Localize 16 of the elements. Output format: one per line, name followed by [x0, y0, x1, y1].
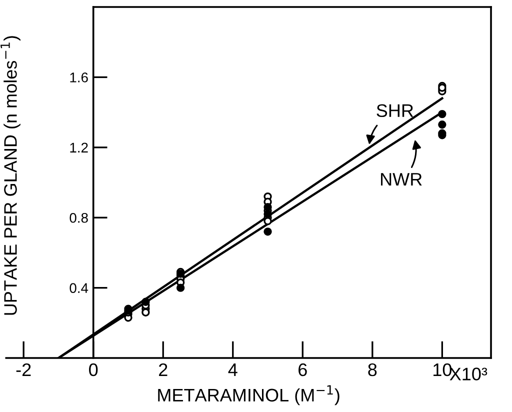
x-tick-label: 2 — [159, 363, 168, 376]
y-tick-label: 0.8 — [70, 212, 88, 223]
text: X10³ — [450, 368, 488, 380]
x-tick-label: 6 — [298, 363, 307, 376]
x-tick-label: 4 — [228, 364, 238, 376]
y-axis-title: UPTAKE PER GLAND (n moles$^{−1}$) — [0, 36, 20, 315]
y-tick-label: 1.2 — [70, 142, 88, 152]
x-tick-label: 8 — [368, 363, 377, 376]
y-tick-label: 0.4 — [70, 283, 88, 293]
y-tick-label: 1.6 — [70, 72, 88, 82]
x-axis-title: METARAMINOL (M$^{−1}$) — [158, 385, 340, 406]
annotation: SHR — [376, 104, 414, 118]
x-tick-label: 0 — [89, 363, 98, 376]
x-tick-label: 10 — [434, 363, 452, 376]
annotation: NWR — [381, 173, 422, 186]
x-tick-label: -2 — [16, 363, 31, 376]
